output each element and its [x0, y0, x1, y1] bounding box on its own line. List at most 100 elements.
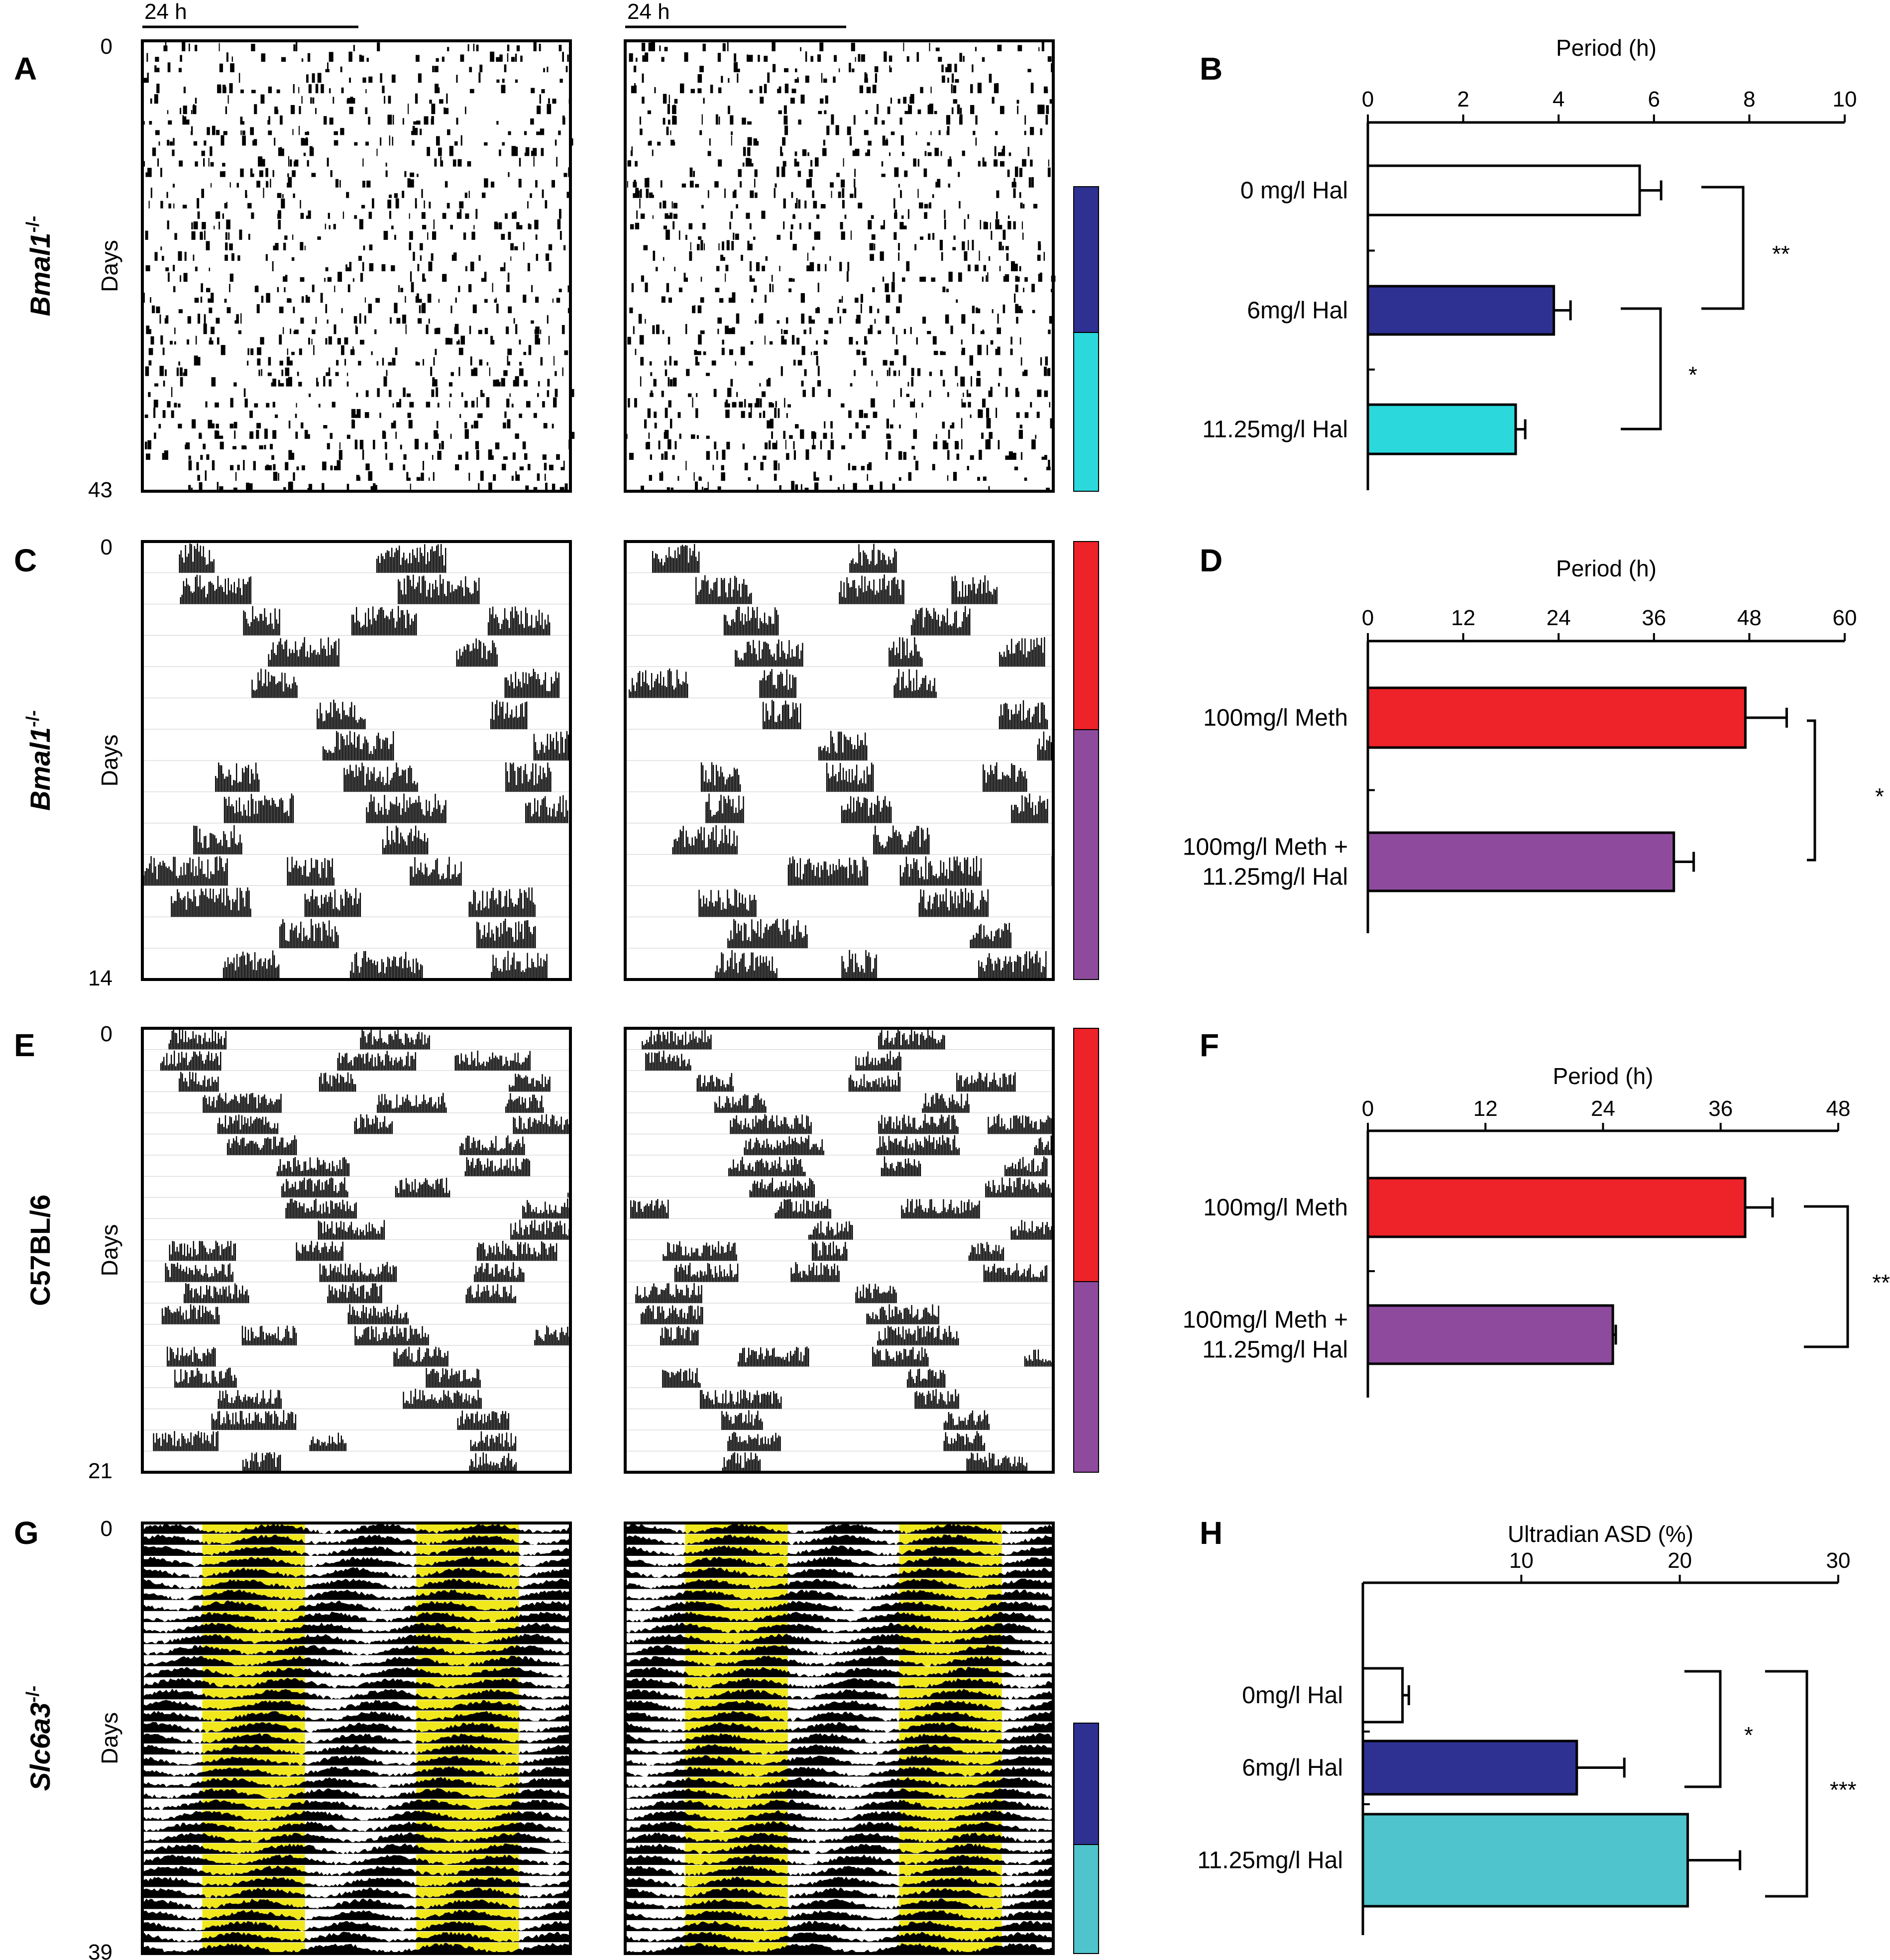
- days-axis-label: Days: [97, 1712, 122, 1764]
- genotype-label: Bmal1-/-: [22, 710, 56, 811]
- category-label: 100mg/l Meth: [1203, 1195, 1348, 1221]
- category-label: 6mg/l Hal: [1242, 1755, 1343, 1781]
- x-tick-label: 48: [1826, 1096, 1851, 1121]
- treatment-bar-segment: [1073, 186, 1099, 333]
- x-tick-label: 10: [1509, 1548, 1534, 1573]
- scale-bar-label: 24 h: [144, 0, 187, 24]
- treatment-bar-segment: [1073, 1281, 1099, 1473]
- x-axis-title: Period (h): [1553, 1063, 1654, 1089]
- x-tick-label: 60: [1833, 606, 1857, 630]
- day-end-label: 21: [88, 1459, 112, 1483]
- x-tick-label: 10: [1833, 87, 1857, 111]
- days-axis-label: Days: [97, 1224, 122, 1277]
- genotype-label: Slc6a3-/-: [22, 1686, 56, 1791]
- x-tick-label: 24: [1547, 606, 1571, 630]
- treatment-bar-segment: [1073, 1723, 1099, 1845]
- significance-bracket: [1684, 1670, 1722, 1788]
- category-label: 11.25mg/l Hal: [1202, 864, 1348, 890]
- significance-marker: ***: [1830, 1777, 1857, 1803]
- x-tick-label: 4: [1553, 87, 1564, 111]
- bar-chart-b: Period (h) 0 2 4 6 8 10 0 mg/l Hal 6mg/l Hal 11.2…: [1202, 35, 1857, 490]
- actogram-3-right: [624, 1027, 1055, 1474]
- significance-bracket: [1621, 307, 1662, 431]
- panel-label-a: A: [14, 51, 37, 87]
- bar-100mg-l-meth: [1366, 686, 1747, 749]
- day-start-label: 0: [101, 34, 112, 59]
- bar-100mg-l-meth-11-25mg-l-hal: [1366, 1304, 1614, 1365]
- category-label: 11.25mg/l Hal: [1202, 417, 1348, 443]
- x-axis-title: Period (h): [1556, 555, 1657, 581]
- treatment-bar-segment: [1073, 729, 1099, 980]
- x-tick-label: 6: [1648, 87, 1660, 111]
- category-label: 100mg/l Meth +: [1183, 1307, 1348, 1333]
- x-tick-label: 12: [1451, 606, 1475, 630]
- genotype-label: Bmal1-/-: [22, 216, 56, 316]
- x-tick-label: 24: [1591, 1096, 1615, 1121]
- panel-label-h: H: [1200, 1515, 1223, 1551]
- x-tick-label: 20: [1668, 1548, 1692, 1573]
- x-tick-label: 36: [1708, 1096, 1733, 1121]
- bar-0mg-l-hal: [1361, 1667, 1404, 1724]
- significance-bracket: [1807, 719, 1816, 862]
- panel-label-f: F: [1200, 1027, 1219, 1063]
- bar-6mg-l-hal: [1366, 285, 1556, 336]
- bar-chart-d: Period (h) 0 12 24 36 48 60 100mg/l Meth 100mg/l…: [1183, 555, 1884, 933]
- day-start-label: 0: [101, 535, 112, 559]
- x-tick-label: 36: [1642, 606, 1666, 630]
- significance-marker: *: [1875, 783, 1884, 809]
- category-label: 100mg/l Meth +: [1183, 834, 1348, 861]
- significance-bracket: [1765, 1670, 1808, 1898]
- x-tick-label: 48: [1737, 606, 1762, 630]
- x-tick-label: 0: [1362, 1096, 1374, 1121]
- actogram-2-left: [141, 540, 572, 981]
- days-axis-label: Days: [97, 735, 122, 787]
- treatment-bar-segment: [1073, 1028, 1099, 1282]
- x-axis-title: Ultradian ASD (%): [1508, 1521, 1693, 1547]
- actogram-3-left: [141, 1027, 572, 1474]
- significance-marker: *: [1744, 1722, 1753, 1748]
- x-tick-label: 2: [1457, 87, 1469, 111]
- day-end-label: 39: [88, 1940, 112, 1960]
- actogram-4-left: [141, 1522, 572, 1955]
- category-label: 0mg/l Hal: [1242, 1682, 1343, 1709]
- bar-11-25mg-l-hal: [1366, 403, 1517, 455]
- bar-chart-f: Period (h) 0 12 24 36 48 100mg/l Meth 100mg/l M…: [1183, 1063, 1890, 1398]
- bar-100mg-l-meth: [1366, 1177, 1747, 1238]
- bar-6mg-l-hal: [1361, 1740, 1578, 1796]
- genotype-label: C57BL/6: [24, 1195, 56, 1306]
- actogram-4-right: [624, 1522, 1055, 1955]
- days-axis-label: Days: [97, 240, 122, 292]
- x-tick-label: 8: [1743, 87, 1755, 111]
- category-label: 11.25mg/l Hal: [1202, 1337, 1348, 1363]
- day-start-label: 0: [101, 1022, 112, 1046]
- scale-bar-label: 24 h: [627, 0, 670, 24]
- x-tick-label: 0: [1362, 87, 1374, 111]
- panel-label-g: G: [14, 1515, 39, 1551]
- actogram-1-right: [624, 39, 1056, 493]
- category-label: 100mg/l Meth: [1203, 705, 1348, 731]
- bar-100mg-l-meth-11-25mg-l-hal: [1366, 831, 1675, 892]
- day-end-label: 14: [88, 966, 112, 990]
- day-end-label: 43: [88, 478, 112, 502]
- significance-bracket: [1701, 186, 1745, 310]
- panel-label-b: B: [1200, 51, 1223, 87]
- significance-marker: *: [1688, 362, 1697, 388]
- day-start-label: 0: [101, 1517, 112, 1541]
- treatment-bar-segment: [1073, 541, 1099, 730]
- bar-chart-h: Ultradian ASD (%)10 20 30 0mg/l Hal 6mg/l Ha…: [1197, 1521, 1857, 1935]
- treatment-bar-segment: [1073, 332, 1099, 492]
- panel-label-e: E: [14, 1027, 35, 1063]
- panel-label-d: D: [1200, 543, 1223, 578]
- significance-marker: **: [1872, 1270, 1890, 1296]
- significance-marker: **: [1772, 241, 1790, 267]
- bar-11-25mg-l-hal: [1361, 1813, 1689, 1908]
- actogram-1-left: [141, 39, 575, 493]
- x-tick-label: 12: [1473, 1096, 1498, 1121]
- x-tick-label: 30: [1826, 1548, 1851, 1573]
- significance-bracket: [1804, 1205, 1849, 1348]
- x-tick-label: 0: [1362, 606, 1374, 630]
- panel-label-c: C: [14, 543, 37, 578]
- category-label: 0 mg/l Hal: [1240, 178, 1348, 204]
- bar-0-mg-l-hal: [1366, 164, 1641, 217]
